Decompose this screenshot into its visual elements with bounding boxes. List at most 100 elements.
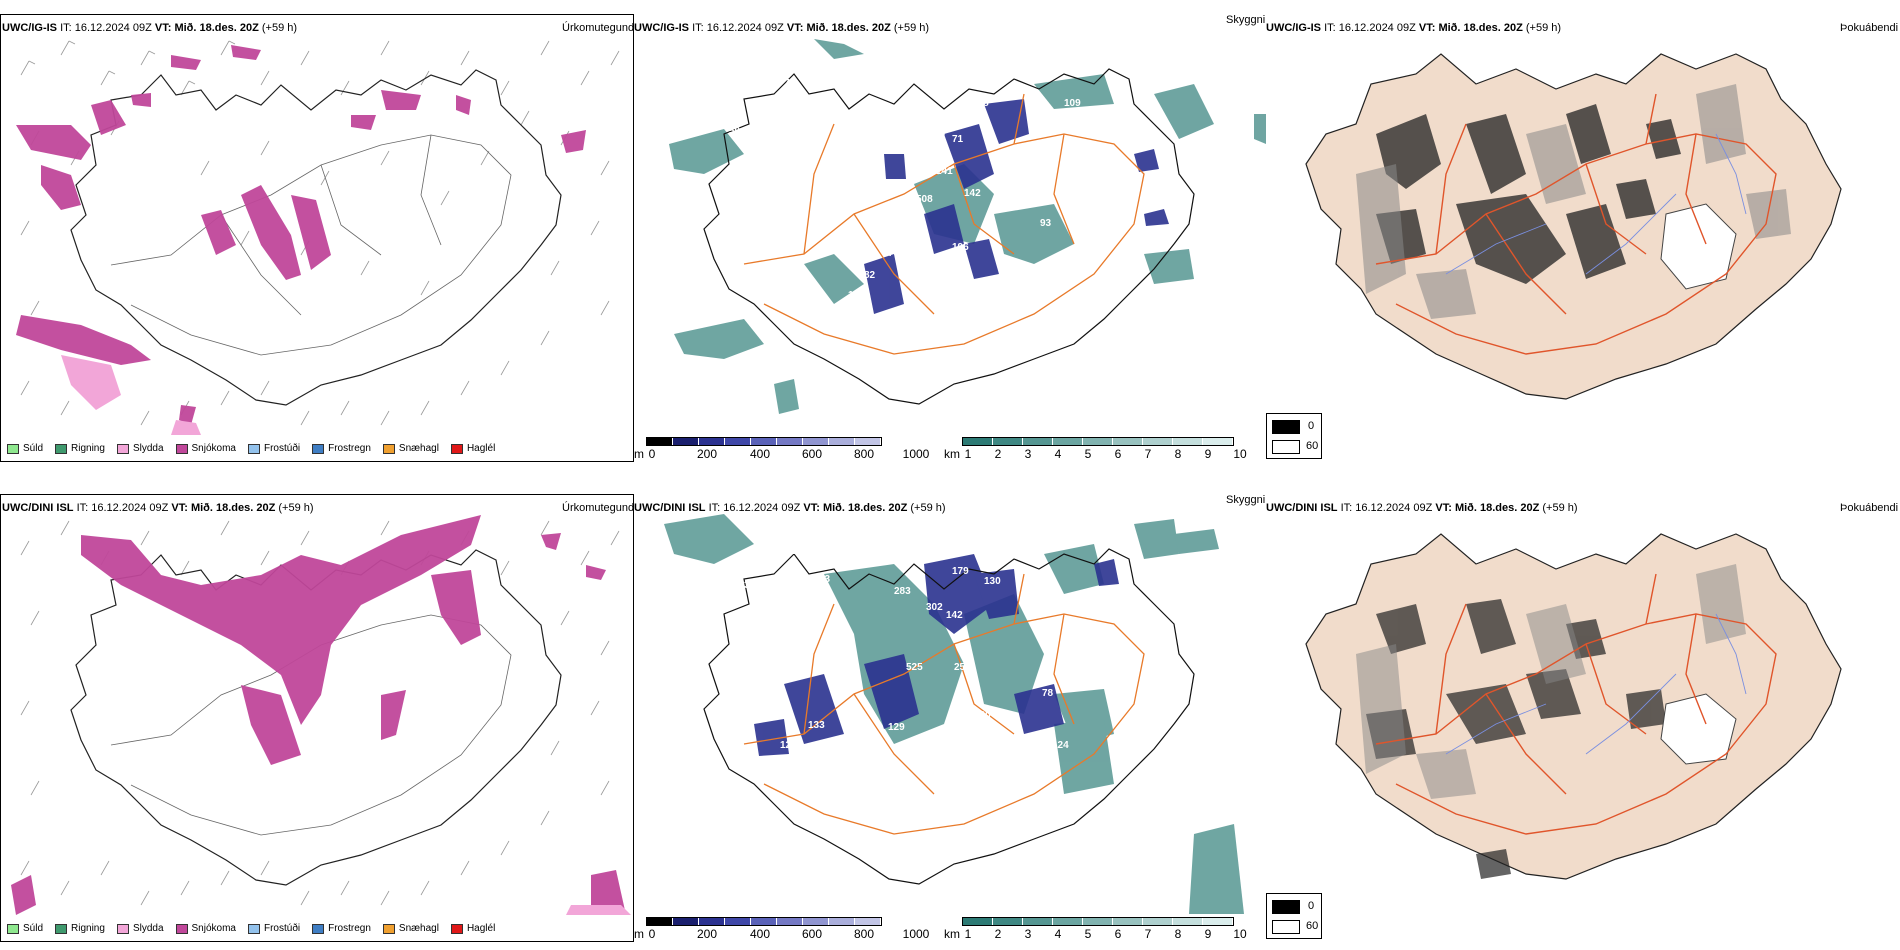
- km-cell: [1173, 438, 1203, 445]
- vt-label: VT:: [1418, 22, 1436, 34]
- km-cell: [1203, 438, 1233, 445]
- km-cell: [1143, 438, 1173, 445]
- fog-title-bottom: Þokuábendi: [1840, 502, 1899, 514]
- km-tick: 10: [1233, 927, 1247, 941]
- legend-label: Snjókoma: [191, 443, 236, 454]
- m-cell: [673, 918, 699, 925]
- header-visibility-bottom: UWC/DINI ISL IT: 16.12.2024 09Z VT: Mið.…: [634, 502, 946, 515]
- it-label: IT:: [692, 22, 704, 34]
- lead-time: (+59 h): [893, 22, 930, 34]
- vis-label: 525: [906, 662, 923, 673]
- km-tick: 4: [1054, 927, 1062, 941]
- vt-value: Mið. 18.des. 20Z: [1454, 502, 1540, 514]
- lead-time: (+59 h): [261, 22, 298, 34]
- m-tick: 0: [648, 927, 656, 941]
- vis-label: 130: [974, 710, 991, 721]
- legend-swatch: [312, 924, 325, 934]
- legend-item: Rigning: [55, 923, 105, 935]
- precip-type-panel-top: Súld Rigning Slydda Snjókoma Frostúði Fr…: [0, 14, 634, 462]
- model-name: UWC/IG-IS: [634, 22, 689, 34]
- fog-legend-low: 0: [1308, 900, 1315, 912]
- fog-legend-high-swatch: [1272, 920, 1300, 934]
- fog-panel-bottom: [1266, 494, 1900, 942]
- km-unit: km: [944, 927, 960, 941]
- fog-legend-high: 60: [1306, 440, 1319, 452]
- m-tick: 600: [801, 927, 823, 941]
- m-cell: [829, 918, 855, 925]
- m-tick: 200: [696, 927, 718, 941]
- vis-label: 142: [964, 188, 981, 199]
- vis-label: 101: [1012, 262, 1029, 273]
- vis-label: 124: [1052, 740, 1069, 751]
- fog-panel-top: [1266, 14, 1900, 462]
- legend-item: Súld: [7, 443, 43, 455]
- fog-legend-top: 0 60: [1266, 413, 1322, 459]
- lead-time: (+59 h): [278, 502, 314, 514]
- km-tick: 5: [1084, 447, 1092, 461]
- legend-label: Slydda: [132, 923, 164, 934]
- legend-label: Frostúði: [263, 443, 301, 454]
- legend-swatch: [175, 444, 188, 454]
- km-cell: [1083, 918, 1113, 925]
- vis-label: 130: [984, 576, 1001, 587]
- legend-item: Frostregn: [312, 443, 371, 455]
- legend-item: Frostúði: [247, 443, 301, 455]
- model-name: UWC/DINI ISL: [2, 502, 74, 514]
- vt-label: VT:: [803, 502, 820, 514]
- precip-legend-bottom: Súld Rigning Slydda Snjókoma Frostúði Fr…: [7, 923, 495, 935]
- m-tick: 1000: [902, 447, 930, 461]
- precip-type-title-top: Úrkomutegund: [562, 22, 635, 34]
- m-tick: 400: [749, 447, 771, 461]
- model-name: UWC/IG-IS: [1266, 22, 1321, 34]
- legend-item: Slydda: [116, 923, 164, 935]
- legend-label: Slydda: [132, 443, 164, 454]
- legend-swatch: [7, 924, 19, 934]
- km-tick: 3: [1024, 447, 1032, 461]
- vt-label: VT:: [786, 22, 804, 34]
- km-cell: [1203, 918, 1233, 925]
- vis-label: 36: [1094, 128, 1106, 139]
- fog-map-bottom: [1305, 533, 1842, 880]
- header-visibility-top: UWC/IG-IS IT: 16.12.2024 09Z VT: Mið. 18…: [634, 22, 929, 35]
- km-tick: 8: [1174, 447, 1182, 461]
- km-cell: [1083, 438, 1113, 445]
- legend-swatch: [175, 924, 188, 934]
- m-tick: 800: [853, 927, 875, 941]
- visibility-title-top: Skyggni: [1226, 14, 1266, 26]
- legend-swatch: [382, 924, 395, 934]
- m-cell: [855, 438, 881, 445]
- legend-item: Rigning: [55, 443, 105, 455]
- m-cell: [725, 918, 751, 925]
- legend-label: Frostregn: [328, 443, 371, 454]
- m-cell: [777, 918, 803, 925]
- km-cell: [963, 438, 993, 445]
- model-name: UWC/IG-IS: [2, 22, 57, 34]
- it-label: IT:: [1324, 22, 1336, 34]
- m-cell: [725, 438, 751, 445]
- km-tick: 1: [964, 447, 972, 461]
- fog-legend-high: 60: [1306, 920, 1319, 932]
- km-cell: [1143, 918, 1173, 925]
- vis-label: 76: [784, 78, 796, 89]
- vis-label: 82: [864, 270, 876, 281]
- legend-swatch: [7, 444, 19, 454]
- km-unit: km: [944, 447, 960, 461]
- km-cell: [1173, 918, 1203, 925]
- vis-label: 93: [1040, 218, 1052, 229]
- km-tick: 9: [1204, 447, 1212, 461]
- legend-label: Frostúði: [263, 923, 301, 934]
- vis-label: 33: [819, 574, 831, 585]
- fog-legend-low-swatch: [1272, 420, 1300, 434]
- legend-label: Snæhagl: [398, 923, 439, 934]
- vis-label: 196: [952, 242, 969, 253]
- m-tick: 1000: [902, 927, 930, 941]
- legend-label: Súld: [23, 443, 44, 454]
- legend-label: Rigning: [71, 443, 105, 454]
- km-tick: 6: [1114, 447, 1122, 461]
- visibility-title-bottom: Skyggni: [1226, 494, 1266, 506]
- m-tick: 0: [648, 447, 656, 461]
- precip-legend-top: Súld Rigning Slydda Snjókoma Frostúði Fr…: [7, 443, 495, 455]
- fog-legend-low: 0: [1308, 420, 1315, 432]
- vis-label: 282: [779, 546, 796, 557]
- km-tick: 2: [994, 447, 1002, 461]
